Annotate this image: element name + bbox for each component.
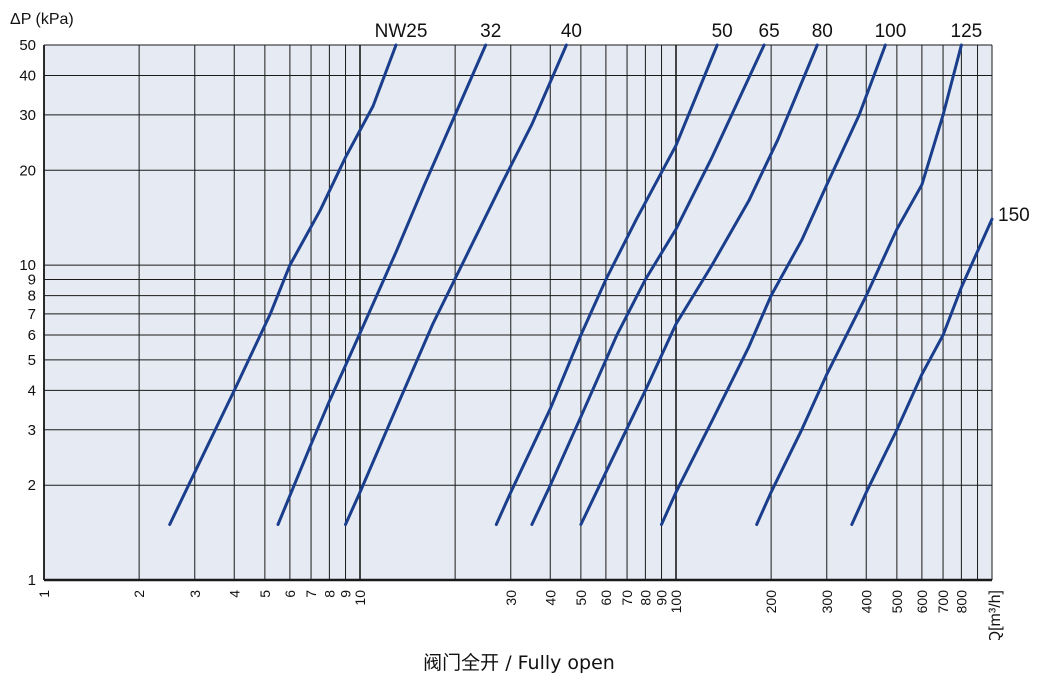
x-tick-label: 7 [303,590,319,598]
x-tick-label: 4 [226,590,242,598]
x-tick-label: 600 [914,590,930,614]
y-tick-label: 7 [28,306,36,323]
y-tick-label: 8 [28,288,36,305]
y-tick-label: 50 [19,37,36,54]
series-line-50 [494,43,719,526]
series-label-40: 40 [561,21,582,42]
x-tick-label: 80 [637,590,653,606]
x-tick-label: 10 [352,590,368,606]
x-tick-label: 100 [668,590,684,614]
x-tick-label: 5 [257,590,273,598]
series-line-40 [344,43,568,526]
x-tick-label: 500 [889,590,905,614]
x-tick-label: 2 [131,590,147,598]
y-tick-label: 30 [19,107,36,124]
y-tick-label: 10 [19,257,36,274]
y-tick-label: 3 [28,422,36,439]
series-curves [168,43,994,526]
y-tick-label: 2 [28,477,36,494]
grid-lines [43,44,993,582]
series-line-150 [850,217,994,526]
series-label-32: 32 [480,21,501,42]
x-tick-label: 8 [321,590,337,598]
x-tick-label: 700 [935,590,951,614]
x-tick-label: 30 [503,590,519,606]
series-label-100: 100 [875,21,907,42]
x-tick-label: 6 [282,590,298,598]
series-line-65 [530,43,766,526]
x-tick-label: 60 [598,590,614,606]
series-labels: NW25 32 40 50 65 80 100 125 150 [375,21,1030,226]
series-line-100 [660,43,887,526]
series-line-80 [579,43,819,526]
y-tick-label: 20 [19,162,36,179]
series-label-80: 80 [812,21,833,42]
x-tick-label: 90 [654,590,670,606]
series-line-125 [755,43,963,526]
series-label-125: 125 [951,21,983,42]
y-tick-label: 4 [28,382,36,399]
x-tick-label: 800 [953,590,969,614]
series-label-65: 65 [759,21,780,42]
y-tick-label: 1 [28,572,36,589]
chart-caption: 阀门全开 / Fully open [423,652,615,674]
x-tick-label: 9 [338,590,354,598]
y-tick-label: 9 [28,272,36,289]
x-tick-label: 70 [619,590,635,606]
x-tick-label: 50 [573,590,589,606]
y-axis-label: ΔP (kPa) [10,11,74,28]
series-line-NW25 [168,43,398,526]
x-tick-label: 1 [36,590,52,598]
series-label-NW25: NW25 [375,21,428,42]
series-label-50: 50 [712,21,733,42]
x-tick-label: 400 [858,590,874,614]
x-tick-label: 300 [819,590,835,614]
series-line-32 [276,43,488,526]
x-tick-label: 40 [542,590,558,606]
y-tick-label: 6 [28,327,36,344]
y-tick-label: 40 [19,68,36,85]
x-tick-label: 200 [763,590,779,614]
y-tick-label: 5 [28,352,36,369]
x-axis-label: Q[m³/h] [987,590,1004,640]
plot-area [44,45,992,580]
series-label-150: 150 [998,205,1030,226]
x-tick-label: 3 [187,590,203,598]
